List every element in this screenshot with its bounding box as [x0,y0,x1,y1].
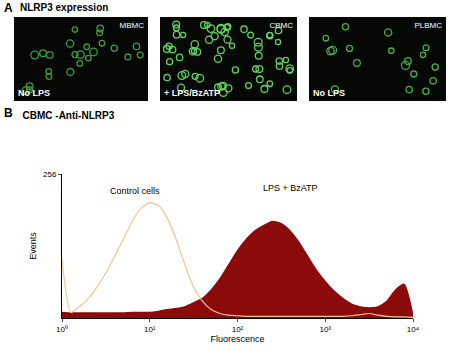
svg-text:Fluorescence: Fluorescence [210,334,264,344]
svg-text:10⁴: 10⁴ [407,325,420,334]
svg-text:Events: Events [28,232,38,260]
svg-text:10²: 10² [232,325,244,334]
html-text:B: B [4,106,13,120]
svg-text:No LPS: No LPS [313,88,345,98]
svg-text:MBMC: MBMC [120,21,145,30]
svg-text:256: 256 [43,170,57,179]
svg-text:10¹: 10¹ [144,325,156,334]
svg-text:10³: 10³ [319,325,331,334]
svg-text:CBMC -Anti-NLRP3: CBMC -Anti-NLRP3 [23,110,115,121]
svg-text:CBMC: CBMC [269,21,293,30]
svg-text:PLBMC: PLBMC [414,21,442,30]
svg-text:10⁰: 10⁰ [56,325,68,334]
svg-text:LPS + BzATP: LPS + BzATP [263,183,318,193]
svg-text:Control cells: Control cells [110,186,160,196]
svg-text:+ LPS/BzATP: + LPS/BzATP [164,88,220,98]
html-text:A: A [4,1,13,15]
svg-text:No LPS: No LPS [18,88,50,98]
html-text:NLRP3 expression: NLRP3 expression [20,2,109,13]
